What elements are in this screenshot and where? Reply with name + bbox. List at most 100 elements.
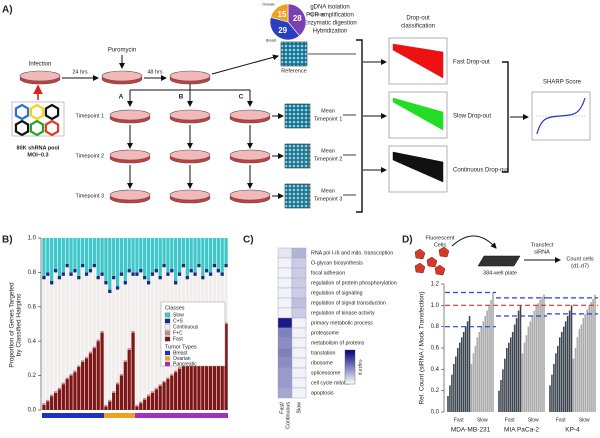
- legend-label: Pancreatic: [173, 361, 197, 367]
- bar-segment: [224, 324, 228, 410]
- row-label: primary metabolic process: [311, 320, 373, 326]
- legend-swatch: [164, 324, 171, 330]
- bar-segment: [162, 380, 166, 383]
- bar-segment: [185, 238, 189, 276]
- panel-label: B): [2, 235, 13, 246]
- bar-segment: [53, 391, 58, 393]
- bar: [580, 324, 583, 412]
- bar-segment: [224, 238, 228, 264]
- y-tick-label: 0.2: [431, 388, 440, 394]
- pie-value: 28: [293, 14, 302, 23]
- bar-segment: [162, 382, 166, 410]
- y-tick-label: 0.8: [431, 324, 440, 330]
- bar-segment: [84, 272, 89, 276]
- bar-segment: [77, 275, 81, 280]
- dish: [229, 149, 271, 161]
- label: (d1-d7): [571, 263, 589, 269]
- bar-segment: [193, 272, 197, 276]
- bar-segment: [177, 238, 182, 273]
- bar-segment: [42, 238, 46, 276]
- bar-segment: [185, 275, 189, 280]
- bar-segment: [115, 289, 120, 383]
- heatmap-cell: [277, 337, 293, 349]
- heatmap-cell: [291, 307, 307, 319]
- bar-segment: [158, 279, 162, 385]
- bar-segment: [77, 279, 81, 366]
- bar: [523, 342, 526, 412]
- label: A: [119, 94, 124, 101]
- bar-segment: [53, 238, 58, 269]
- bar-segment: [154, 387, 158, 390]
- row-label: regulation of kinase activity: [311, 310, 375, 316]
- bar: [549, 385, 551, 412]
- label: Transfect: [531, 242, 554, 248]
- label: C: [239, 94, 244, 101]
- label: Mean: [321, 148, 335, 154]
- arrow: [211, 54, 279, 75]
- bar-segment: [108, 401, 112, 410]
- bar-segment: [201, 238, 205, 276]
- heatmap-cell: [291, 247, 307, 259]
- y-tick-label: 1.2: [431, 282, 440, 288]
- bar-segment: [181, 263, 186, 268]
- bar-segment: [197, 263, 201, 268]
- y-tick-label: 1.0: [28, 236, 37, 242]
- bar-segment: [73, 268, 77, 273]
- bar-segment: [127, 349, 131, 410]
- y-axis-label: Proportion of Genes Targeted: [9, 282, 16, 368]
- bracket: [356, 39, 363, 213]
- group-label: MDA-MB-231: [451, 427, 491, 434]
- row-label: proteasome: [311, 330, 339, 336]
- label: B: [179, 94, 184, 101]
- label: Timepoint 1: [75, 113, 104, 119]
- y-tick-label: 0.4: [431, 367, 440, 373]
- bar-segment: [139, 401, 143, 404]
- bar: [551, 374, 553, 412]
- bar-segment: [177, 368, 182, 410]
- heatmap-cell: [291, 317, 307, 329]
- bar-segment: [166, 272, 170, 276]
- label: SHARP Score: [543, 80, 582, 86]
- bar: [492, 292, 494, 412]
- bar-segment: [224, 263, 228, 268]
- dish: [109, 149, 151, 161]
- bar: [584, 313, 587, 412]
- bar: [537, 303, 539, 412]
- subgroup-label: Slow: [579, 417, 590, 423]
- bar-segment: [197, 238, 201, 264]
- bar-segment: [46, 275, 50, 400]
- bar-segment: [158, 238, 162, 276]
- bar-segment: [92, 238, 96, 264]
- y-tick-label: 0.8: [28, 270, 37, 276]
- bar: [464, 326, 467, 412]
- bar-segment: [104, 284, 108, 405]
- bar-segment: [158, 275, 162, 280]
- heatmap-cell: [291, 387, 307, 399]
- bar: [474, 345, 477, 412]
- bar: [562, 326, 565, 412]
- bar: [557, 345, 559, 412]
- bar-segment: [131, 330, 135, 333]
- bar-segment: [205, 344, 209, 410]
- bar-segment: [96, 341, 100, 410]
- heatmap-cell: [291, 357, 307, 369]
- bar-segment: [119, 238, 124, 273]
- bar-segment: [158, 385, 162, 410]
- bar: [453, 364, 455, 412]
- bar: [504, 358, 506, 412]
- y-tick-label: 1.0: [431, 303, 440, 309]
- panel-label: A): [2, 5, 13, 16]
- bar-segment: [143, 279, 147, 398]
- bar-segment: [170, 268, 174, 273]
- bar-segment: [131, 275, 135, 331]
- bar-segment: [119, 373, 124, 376]
- bar-segment: [177, 272, 182, 276]
- bar-segment: [53, 272, 58, 392]
- bar: [511, 332, 514, 412]
- bar-segment: [146, 396, 151, 410]
- label: Mean: [321, 108, 335, 114]
- shrna-vector: [44, 103, 60, 121]
- legend-label: F+C: [173, 330, 183, 336]
- heatmap-cell: [277, 327, 293, 339]
